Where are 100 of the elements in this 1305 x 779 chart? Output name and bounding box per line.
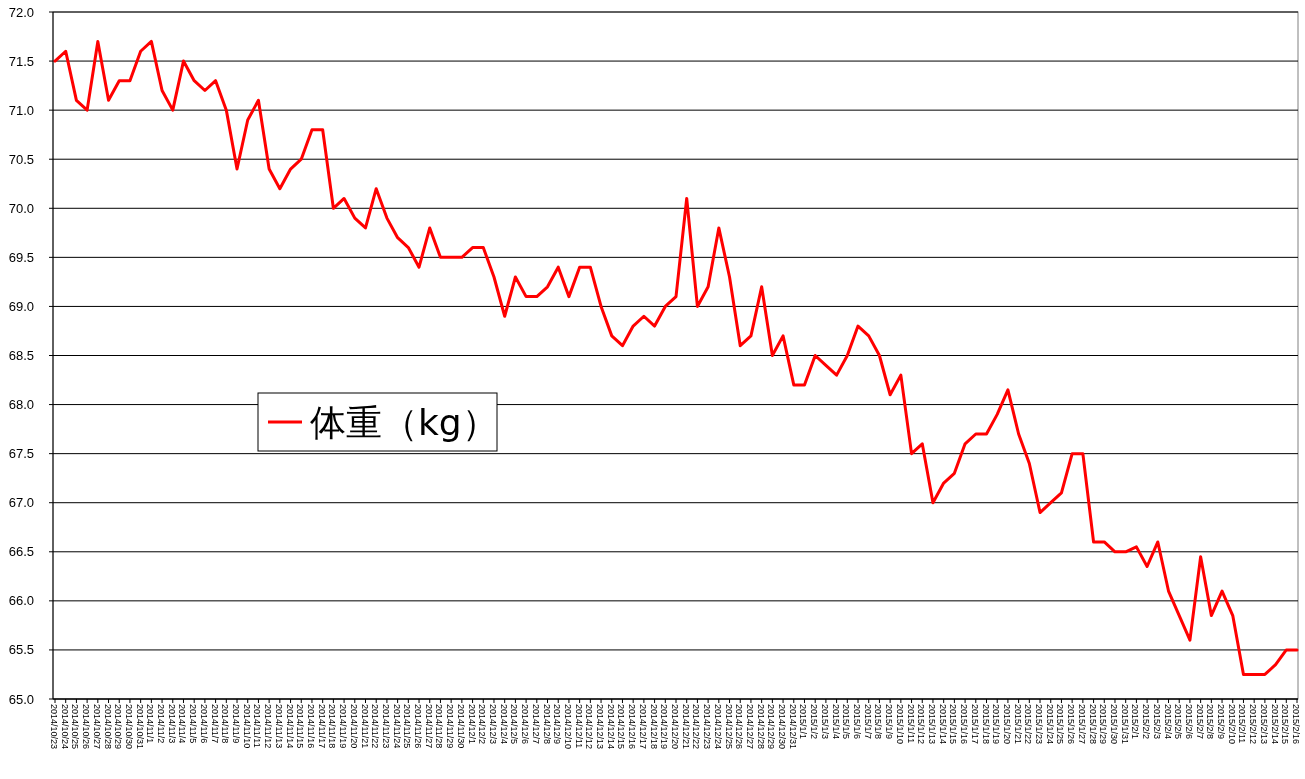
x-tick-label: 2015/1/12 xyxy=(916,704,927,745)
x-tick-label: 2015/2/15 xyxy=(1280,704,1291,745)
y-tick-label: 70.0 xyxy=(8,200,34,216)
x-tick-label: 2014/12/28 xyxy=(755,704,766,750)
x-tick-label: 2014/11/12 xyxy=(263,704,274,749)
y-tick-label: 72.0 xyxy=(8,4,34,20)
x-tick-label: 2014/12/16 xyxy=(627,704,638,750)
x-tick-label: 2015/1/16 xyxy=(959,704,970,745)
x-tick-label: 2014/10/27 xyxy=(91,704,102,750)
x-tick-label: 2015/1/20 xyxy=(1001,704,1012,745)
x-tick-label: 2014/12/13 xyxy=(595,704,606,750)
x-tick-label: 2014/11/13 xyxy=(273,704,284,749)
x-tick-label: 2015/1/18 xyxy=(980,704,991,745)
x-tick-label: 2014/12/9 xyxy=(552,704,563,745)
y-tick-label: 66.5 xyxy=(8,544,34,560)
x-tick-label: 2015/2/12 xyxy=(1248,704,1259,745)
x-tick-label: 2014/12/14 xyxy=(605,704,616,750)
x-tick-label: 2015/1/3 xyxy=(819,704,830,740)
x-tick-label: 2014/12/25 xyxy=(723,704,734,750)
x-tick-label: 2015/1/23 xyxy=(1034,704,1045,745)
x-tick-label: 2014/11/22 xyxy=(370,704,381,749)
x-tick-label: 2015/1/29 xyxy=(1098,704,1109,745)
x-tick-label: 2014/10/29 xyxy=(113,704,124,750)
y-tick-label: 71.0 xyxy=(8,102,34,118)
x-tick-label: 2015/1/8 xyxy=(873,704,884,740)
x-tick-label: 2014/11/2 xyxy=(156,704,167,744)
x-tick-label: 2014/12/29 xyxy=(766,704,777,750)
x-tick-label: 2014/12/17 xyxy=(637,704,648,750)
x-tick-label: 2015/2/11 xyxy=(1237,704,1248,744)
x-tick-label: 2015/1/27 xyxy=(1076,704,1087,745)
x-tick-label: 2014/12/10 xyxy=(562,704,573,750)
x-tick-label: 2014/11/19 xyxy=(338,704,349,749)
x-tick-label: 2014/11/20 xyxy=(348,704,359,749)
x-tick-label: 2014/10/24 xyxy=(59,704,70,750)
x-tick-label: 2014/12/1 xyxy=(466,704,477,745)
x-tick-label: 2014/12/2 xyxy=(477,704,488,745)
x-tick-label: 2015/1/7 xyxy=(862,704,873,740)
x-tick-label: 2014/12/18 xyxy=(648,704,659,750)
x-tick-label: 2014/12/15 xyxy=(616,704,627,750)
x-tick-label: 2014/12/21 xyxy=(680,704,691,750)
x-tick-label: 2014/11/1 xyxy=(145,704,156,744)
x-tick-label: 2014/11/28 xyxy=(434,704,445,749)
x-tick-label: 2014/11/4 xyxy=(177,704,188,744)
legend-label: 体重（kg） xyxy=(310,402,498,443)
y-tick-label: 69.5 xyxy=(8,249,34,265)
x-tick-label: 2015/1/19 xyxy=(991,704,1002,745)
x-tick-label: 2014/10/26 xyxy=(81,704,92,750)
x-tick-label: 2014/12/11 xyxy=(573,704,584,749)
x-tick-label: 2015/1/31 xyxy=(1119,704,1130,745)
x-tick-label: 2014/11/24 xyxy=(391,704,402,749)
x-tick-label: 2014/12/12 xyxy=(584,704,595,750)
x-tick-label: 2015/2/3 xyxy=(1151,704,1162,740)
x-tick-label: 2014/12/8 xyxy=(541,704,552,745)
x-tick-label: 2014/12/3 xyxy=(487,704,498,745)
x-tick-label: 2015/1/11 xyxy=(905,704,916,744)
y-tick-label: 70.5 xyxy=(8,151,34,167)
x-tick-label: 2015/1/6 xyxy=(852,704,863,740)
x-tick-label: 2014/10/28 xyxy=(102,704,113,750)
x-tick-label: 2015/1/13 xyxy=(926,704,937,745)
x-tick-label: 2015/2/1 xyxy=(1130,704,1141,740)
x-tick-label: 2015/1/10 xyxy=(894,704,905,745)
x-tick-label: 2014/12/19 xyxy=(659,704,670,750)
x-tick-label: 2014/11/3 xyxy=(166,704,177,744)
x-tick-label: 2015/1/5 xyxy=(841,704,852,740)
x-tick-label: 2014/10/30 xyxy=(123,704,134,750)
y-tick-label: 67.5 xyxy=(8,446,34,462)
x-tick-label: 2014/11/5 xyxy=(188,704,199,744)
x-tick-label: 2014/11/30 xyxy=(455,704,466,749)
x-tick-label: 2014/11/7 xyxy=(209,704,220,744)
x-tick-label: 2015/2/7 xyxy=(1194,704,1205,740)
x-tick-label: 2014/11/10 xyxy=(241,704,252,749)
y-tick-label: 65.0 xyxy=(8,691,34,707)
x-tick-label: 2014/11/17 xyxy=(316,704,327,749)
x-tick-label: 2014/12/23 xyxy=(702,704,713,750)
x-tick-label: 2014/12/27 xyxy=(744,704,755,750)
x-tick-label: 2014/11/27 xyxy=(423,704,434,749)
x-tick-label: 2014/12/30 xyxy=(777,704,788,750)
x-tick-label: 2015/1/24 xyxy=(1044,704,1055,745)
y-tick-label: 68.5 xyxy=(8,348,34,364)
x-tick-label: 2015/2/2 xyxy=(1141,704,1152,740)
x-tick-label: 2015/1/15 xyxy=(948,704,959,745)
x-tick-label: 2015/1/22 xyxy=(1023,704,1034,745)
y-tick-label: 69.0 xyxy=(8,298,34,314)
x-tick-label: 2014/12/31 xyxy=(787,704,798,750)
x-tick-label: 2015/1/17 xyxy=(969,704,980,745)
x-tick-label: 2014/12/5 xyxy=(509,704,520,745)
x-tick-label: 2014/11/23 xyxy=(380,704,391,749)
x-tick-label: 2014/11/16 xyxy=(305,704,316,749)
x-tick-label: 2015/2/13 xyxy=(1258,704,1269,745)
x-tick-label: 2014/12/24 xyxy=(712,704,723,750)
x-tick-label: 2015/1/30 xyxy=(1108,704,1119,745)
x-tick-label: 2014/11/6 xyxy=(198,704,209,744)
y-tick-label: 65.5 xyxy=(8,642,34,658)
x-tick-label: 2014/12/4 xyxy=(498,704,509,745)
x-tick-label: 2014/12/26 xyxy=(734,704,745,750)
x-tick-label: 2014/12/7 xyxy=(530,704,541,745)
x-tick-label: 2014/11/15 xyxy=(295,704,306,749)
x-tick-label: 2014/10/31 xyxy=(134,704,145,750)
x-tick-label: 2014/11/18 xyxy=(327,704,338,749)
x-tick-label: 2015/1/26 xyxy=(1066,704,1077,745)
